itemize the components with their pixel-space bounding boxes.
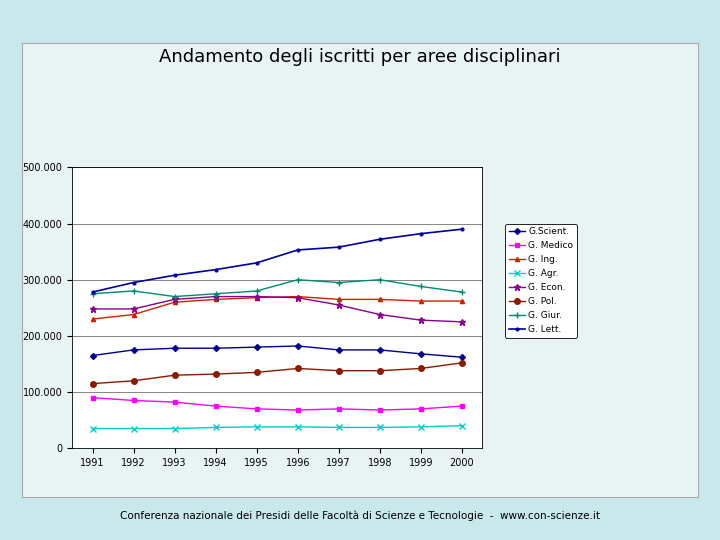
- G. Agr.: [294, 423, 302, 430]
- G. Medico: [335, 406, 343, 412]
- G. Ing.: [89, 316, 97, 322]
- G. Giur.: [335, 279, 343, 286]
- G. Ing.: [335, 296, 343, 302]
- G. Giur.: [294, 276, 302, 283]
- G. Pol.: [416, 365, 425, 372]
- G.Scient.: [253, 344, 261, 350]
- Line: G. Pol.: G. Pol.: [90, 360, 464, 387]
- G. Medico: [211, 403, 220, 409]
- G. Giur.: [211, 291, 220, 297]
- G. Medico: [416, 406, 425, 412]
- G. Lett.: [171, 272, 179, 279]
- G. Agr.: [211, 424, 220, 431]
- G. Econ.: [416, 317, 425, 323]
- G.Scient.: [294, 343, 302, 349]
- G. Pol.: [294, 365, 302, 372]
- G.Scient.: [458, 354, 467, 361]
- G. Pol.: [376, 367, 384, 374]
- G. Ing.: [129, 311, 138, 318]
- Line: G. Lett.: G. Lett.: [90, 226, 464, 295]
- G. Medico: [458, 403, 467, 409]
- G. Pol.: [171, 372, 179, 379]
- G. Lett.: [211, 266, 220, 273]
- G. Giur.: [376, 276, 384, 283]
- G.Scient.: [376, 347, 384, 353]
- G. Giur.: [171, 293, 179, 300]
- G. Econ.: [376, 311, 384, 318]
- G. Agr.: [335, 424, 343, 431]
- Legend: G.Scient., G. Medico, G. Ing., G. Agr., G. Econ., G. Pol., G. Giur., G. Lett.: G.Scient., G. Medico, G. Ing., G. Agr., …: [505, 224, 577, 338]
- G. Lett.: [416, 231, 425, 237]
- G. Pol.: [129, 377, 138, 384]
- G. Agr.: [253, 423, 261, 430]
- Line: G. Medico: G. Medico: [91, 396, 464, 412]
- G. Medico: [129, 397, 138, 404]
- G. Giur.: [416, 283, 425, 289]
- G. Medico: [89, 394, 97, 401]
- G. Econ.: [335, 302, 343, 308]
- G.Scient.: [89, 352, 97, 359]
- G. Econ.: [294, 294, 302, 301]
- G. Medico: [253, 406, 261, 412]
- G. Agr.: [129, 426, 138, 432]
- G.Scient.: [211, 345, 220, 352]
- G.Scient.: [416, 350, 425, 357]
- G. Agr.: [171, 426, 179, 432]
- G. Agr.: [416, 423, 425, 430]
- Line: G. Agr.: G. Agr.: [89, 422, 465, 432]
- Line: G. Ing.: G. Ing.: [91, 294, 464, 321]
- G. Giur.: [253, 288, 261, 294]
- G. Medico: [376, 407, 384, 413]
- G. Ing.: [253, 294, 261, 301]
- G. Giur.: [89, 291, 97, 297]
- Line: G. Giur.: G. Giur.: [89, 276, 465, 300]
- G. Econ.: [171, 296, 179, 302]
- G. Lett.: [89, 289, 97, 295]
- G.Scient.: [171, 345, 179, 352]
- G. Econ.: [458, 319, 467, 325]
- G. Agr.: [376, 424, 384, 431]
- G.Scient.: [129, 347, 138, 353]
- G. Econ.: [89, 306, 97, 312]
- G. Pol.: [211, 371, 220, 377]
- G. Lett.: [458, 226, 467, 232]
- G. Econ.: [129, 306, 138, 312]
- G. Ing.: [211, 296, 220, 302]
- G. Agr.: [458, 422, 467, 429]
- G. Ing.: [458, 298, 467, 305]
- G. Pol.: [458, 360, 467, 366]
- G. Lett.: [294, 247, 302, 253]
- G. Lett.: [376, 236, 384, 242]
- Text: Conferenza nazionale dei Presidi delle Facoltà di Scienze e Tecnologie  -  www.c: Conferenza nazionale dei Presidi delle F…: [120, 510, 600, 521]
- G. Lett.: [129, 279, 138, 286]
- G. Medico: [171, 399, 179, 406]
- G.Scient.: [335, 347, 343, 353]
- Line: G. Econ.: G. Econ.: [89, 293, 465, 325]
- G. Agr.: [89, 426, 97, 432]
- G. Econ.: [253, 293, 261, 300]
- G. Pol.: [89, 380, 97, 387]
- G. Medico: [294, 407, 302, 413]
- G. Ing.: [416, 298, 425, 305]
- G. Ing.: [294, 293, 302, 300]
- G. Pol.: [253, 369, 261, 376]
- G. Giur.: [129, 288, 138, 294]
- G. Pol.: [335, 367, 343, 374]
- Text: Andamento degli iscritti per aree disciplinari: Andamento degli iscritti per aree discip…: [159, 48, 561, 66]
- G. Ing.: [171, 299, 179, 306]
- Line: G.Scient.: G.Scient.: [91, 344, 464, 359]
- G. Econ.: [211, 293, 220, 300]
- G. Lett.: [253, 260, 261, 266]
- G. Lett.: [335, 244, 343, 251]
- G. Giur.: [458, 289, 467, 295]
- G. Ing.: [376, 296, 384, 302]
